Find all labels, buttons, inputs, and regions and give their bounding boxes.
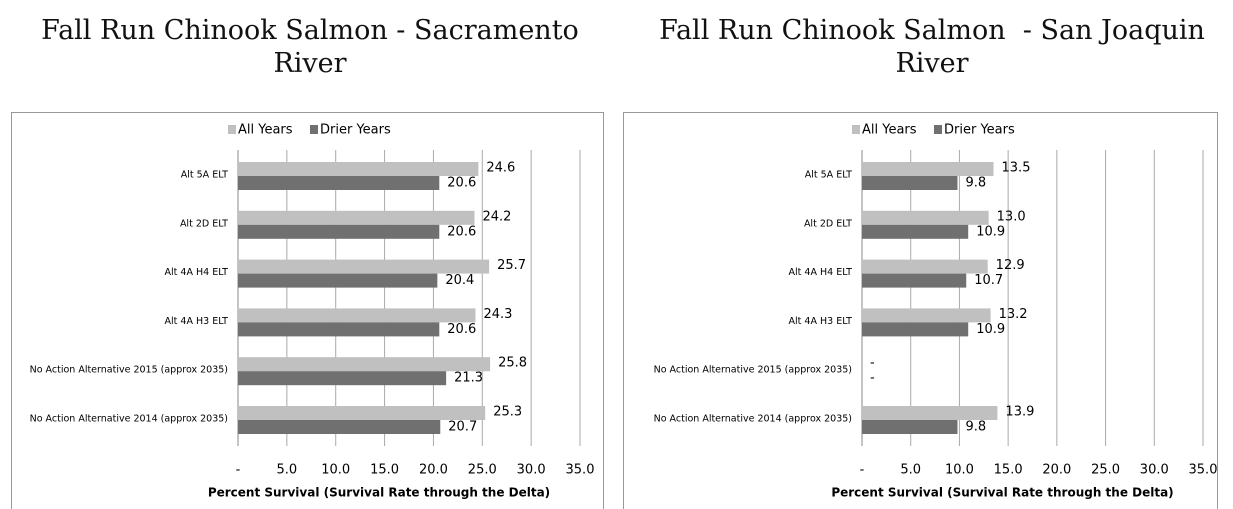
- y-tick-label: Alt 5A ELT: [181, 170, 228, 181]
- bar: [862, 259, 988, 274]
- bar: [238, 273, 438, 288]
- bar: [862, 210, 989, 225]
- bar: [238, 322, 440, 337]
- bar: [862, 308, 991, 323]
- y-tick-label: Alt 2D ELT: [180, 218, 228, 229]
- bar: [862, 162, 994, 176]
- x-tick-label: 35.0: [566, 463, 595, 478]
- value-label: -: [870, 356, 875, 371]
- y-tick-label: No Action Alternative 2015 (approx 2035): [30, 365, 228, 376]
- y-tick-label: Alt 4A H3 ELT: [165, 316, 229, 327]
- chart-title: Fall Run Chinook Salmon - San Joaquin Ri…: [659, 15, 1214, 79]
- value-label: 24.2: [482, 209, 511, 224]
- legend-swatch: [934, 125, 942, 134]
- value-label: 13.2: [999, 307, 1028, 322]
- legend-label: Drier Years: [944, 123, 1015, 138]
- x-tick-label: 30.0: [517, 463, 546, 478]
- bar: [862, 322, 969, 337]
- value-label: 20.6: [447, 224, 476, 239]
- value-label: 24.6: [486, 161, 515, 176]
- y-tick-label: Alt 4A H4 ELT: [789, 267, 853, 278]
- legend-label: All Years: [862, 123, 917, 138]
- y-tick-label: Alt 4A H3 ELT: [789, 316, 853, 327]
- value-label: 9.8: [965, 420, 986, 435]
- y-tick-label: No Action Alternative 2015 (approx 2035): [654, 365, 852, 376]
- bar: [238, 420, 441, 434]
- value-label: 10.7: [974, 273, 1003, 288]
- value-label: 25.3: [493, 405, 522, 420]
- x-tick-label: 5.0: [900, 463, 921, 478]
- value-label: 10.9: [976, 322, 1005, 337]
- bar: [238, 210, 475, 225]
- bar: [238, 357, 491, 372]
- x-axis-label: Percent Survival (Survival Rate through …: [831, 486, 1173, 500]
- bar: [238, 224, 440, 239]
- y-tick-label: Alt 4A H4 ELT: [165, 267, 229, 278]
- x-tick-label: 30.0: [1140, 463, 1169, 478]
- y-tick-label: No Action Alternative 2014 (approx 2035): [654, 414, 852, 425]
- value-label: 20.6: [447, 176, 476, 191]
- y-tick-label: Alt 5A ELT: [805, 170, 852, 181]
- bar: [238, 176, 440, 190]
- x-tick-label: -: [860, 463, 865, 478]
- legend-swatch: [310, 125, 318, 134]
- chart-title: Fall Run Chinook Salmon - Sacramento Riv…: [41, 15, 588, 79]
- value-label: 12.9: [996, 258, 1025, 273]
- x-tick-label: -: [236, 463, 241, 478]
- x-axis-label: Percent Survival (Survival Rate through …: [208, 486, 550, 500]
- bar: [238, 308, 476, 323]
- bar: [238, 162, 479, 176]
- legend-label: Drier Years: [320, 123, 391, 138]
- bar: [238, 259, 490, 274]
- x-tick-label: 5.0: [277, 463, 298, 478]
- value-label: 20.4: [445, 273, 474, 288]
- value-label: -: [870, 371, 875, 386]
- x-tick-label: 25.0: [1091, 463, 1120, 478]
- value-label: 20.6: [447, 322, 476, 337]
- bar: [238, 371, 447, 386]
- legend-swatch: [228, 125, 236, 134]
- value-label: 13.9: [1005, 405, 1034, 420]
- value-label: 24.3: [483, 307, 512, 322]
- chart-frame: [623, 112, 1218, 509]
- value-label: 21.3: [454, 371, 483, 386]
- value-label: 10.9: [976, 224, 1005, 239]
- bar: [238, 406, 486, 420]
- chart-frame: [11, 112, 604, 509]
- x-tick-label: 20.0: [1042, 463, 1071, 478]
- x-tick-label: 20.0: [419, 463, 448, 478]
- value-label: 25.8: [498, 356, 527, 371]
- legend-label: All Years: [238, 123, 293, 138]
- bar: [862, 176, 958, 190]
- y-tick-label: No Action Alternative 2014 (approx 2035): [30, 414, 228, 425]
- value-label: 13.0: [997, 209, 1026, 224]
- x-tick-label: 10.0: [321, 463, 350, 478]
- x-tick-label: 15.0: [994, 463, 1023, 478]
- x-tick-label: 10.0: [945, 463, 974, 478]
- bar: [862, 273, 967, 288]
- y-tick-label: Alt 2D ELT: [804, 218, 852, 229]
- legend-swatch: [852, 125, 860, 134]
- value-label: 9.8: [965, 176, 986, 191]
- value-label: 13.5: [1002, 161, 1031, 176]
- x-tick-label: 15.0: [370, 463, 399, 478]
- bar: [862, 420, 958, 434]
- bar: [862, 406, 998, 420]
- value-label: 25.7: [497, 258, 526, 273]
- x-tick-label: 25.0: [468, 463, 497, 478]
- value-label: 20.7: [448, 420, 477, 435]
- x-tick-label: 35.0: [1189, 463, 1218, 478]
- bar: [862, 224, 969, 239]
